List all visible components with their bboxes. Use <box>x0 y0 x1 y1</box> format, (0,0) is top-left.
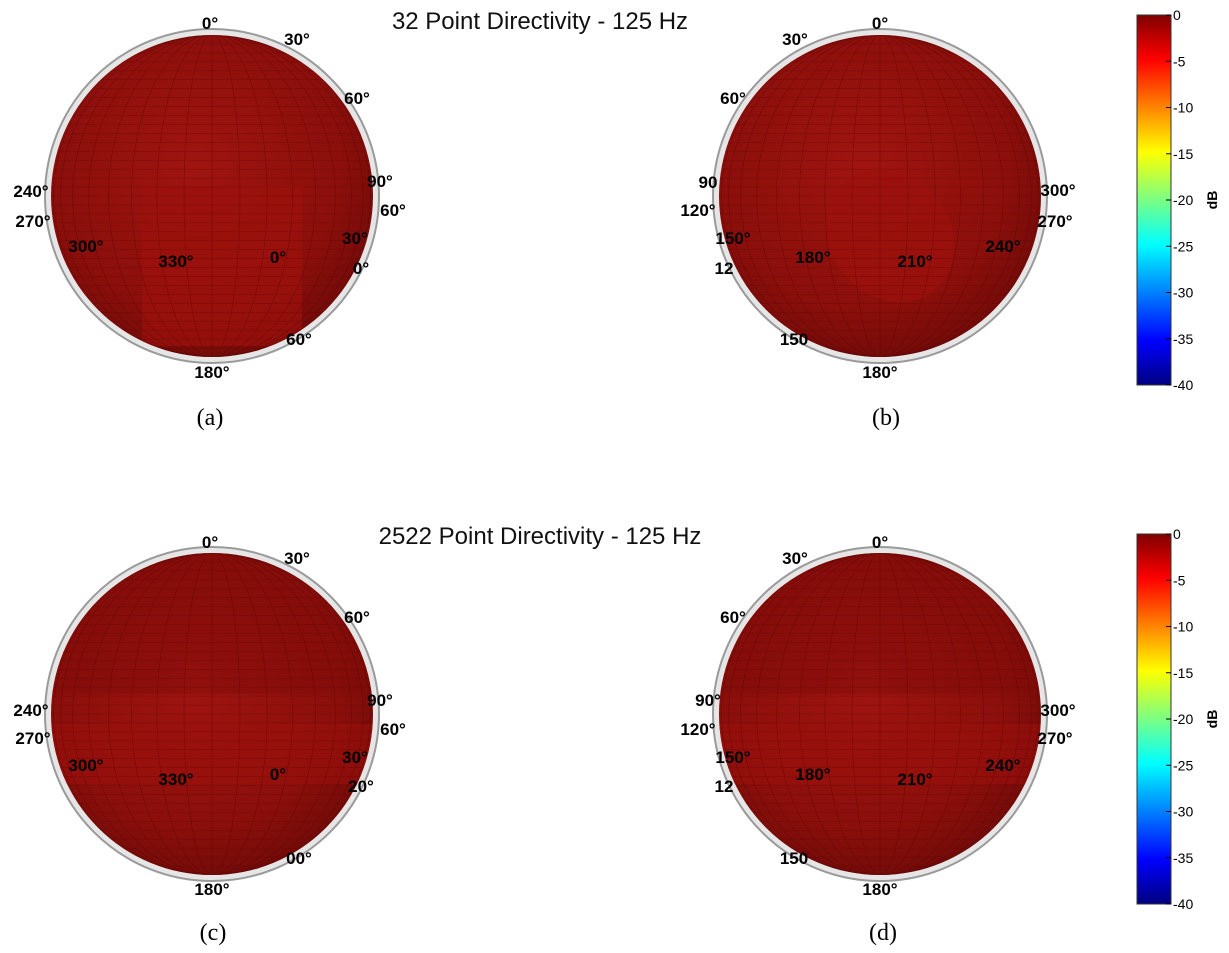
panel-d-angle-label: 270° <box>1037 729 1072 748</box>
panel-a-angle-label: 0° <box>270 248 286 267</box>
panel-d-angle-label: 90° <box>695 691 721 710</box>
panel-d-angle-label: 0° <box>872 533 888 552</box>
panel-c-angle-label: 30° <box>342 748 368 767</box>
colorbar-bottom: 0 -5 -10 -15 -20 -25 -30 -35 -40 dB <box>1136 526 1220 912</box>
panel-c-angle-label: 240° <box>13 701 48 720</box>
panel-d-angle-label: 30° <box>782 549 808 568</box>
colorbar-top-tick-label: -25 <box>1173 238 1193 254</box>
panel-d-angle-label: 180° <box>862 880 897 899</box>
panel-a-angle-label: 180° <box>194 363 229 382</box>
colorbar-top: 0 -5 -10 -15 -20 -25 -30 -35 -40 dB <box>1136 7 1220 393</box>
panel-c-angle-label: 0° <box>202 533 218 552</box>
panel-c-angle-label: 20° <box>348 777 374 796</box>
panel-a-angle-label: 30° <box>284 30 310 49</box>
panel-b-angle-label: 12 <box>715 259 734 278</box>
panel-a-angle-label: 0° <box>202 14 218 33</box>
caption-b: (b) <box>872 405 900 431</box>
colorbar-bottom-label: dB <box>1204 710 1220 729</box>
caption-d: (d) <box>869 920 897 946</box>
panel-b-angle-label: 90 <box>699 173 718 192</box>
colorbar-top-tick-label: -30 <box>1173 285 1193 301</box>
panel-a: 0° 30° 60° 240° 270° 300° 330° 0° 180° 90° 60° 30° 0… <box>13 14 406 382</box>
panel-a-angle-label: 270° <box>15 212 50 231</box>
panel-b: 0° 30° 60° 90 120°150° 12 180° 210° 240° 300° 270°… <box>680 14 1075 382</box>
panel-c-angle-label: 90° <box>367 691 393 710</box>
panel-b-angle-label: 60° <box>720 89 746 108</box>
panel-a-angle-label: 30° <box>342 229 368 248</box>
panel-b-angle-label: 150 <box>780 330 808 349</box>
panel-d-angle-label: 210° <box>897 770 932 789</box>
colorbar-top-tick-label: -15 <box>1173 146 1193 162</box>
panel-b-angle-label: 30° <box>782 30 808 49</box>
panel-b-angle-label: 180° <box>795 248 830 267</box>
colorbar-top-tick-label: -20 <box>1173 192 1193 208</box>
title-bottom: 2522 Point Directivity - 125 Hz <box>379 523 702 550</box>
panel-c-angle-label: 330° <box>158 770 193 789</box>
colorbar-bottom-tick-label: -25 <box>1173 757 1193 773</box>
panel-b-angle-label: 150° <box>715 229 750 248</box>
colorbar-top-tick-label: -10 <box>1173 100 1193 116</box>
panel-a-angle-label: 300° <box>68 237 103 256</box>
panel-b-angle-label: 300° <box>1040 181 1075 200</box>
colorbar-top-tick-label: -5 <box>1173 53 1186 69</box>
panel-b-angle-label: 210° <box>897 252 932 271</box>
panel-d-angle-label: 12 <box>715 777 734 796</box>
panel-a-angle-label: 60° <box>286 330 312 349</box>
panel-d-angle-label: 180° <box>795 765 830 784</box>
panel-d-angle-label: 150 <box>780 849 808 868</box>
colorbar-bottom-tick-label: -15 <box>1173 665 1193 681</box>
panel-b-angle-label: 270° <box>1037 212 1072 231</box>
colorbar-bottom-tick-label: -30 <box>1173 804 1193 820</box>
panel-b-angle-label: 120° <box>680 201 715 220</box>
caption-a: (a) <box>197 405 224 431</box>
panel-a-angle-label: 0° <box>353 259 369 278</box>
colorbar-top-tick-label: -40 <box>1173 377 1193 393</box>
panel-c-angle-label: 00° <box>286 849 312 868</box>
panel-c: 0° 30° 60° 240° 270° 300° 330° 0° 180° 90° 60° 30° 2… <box>13 533 406 899</box>
panel-a-angle-label: 60° <box>344 89 370 108</box>
colorbar-bottom-tick-label: -20 <box>1173 711 1193 727</box>
panel-c-angle-label: 30° <box>284 549 310 568</box>
panel-d-angle-label: 120° <box>680 720 715 739</box>
panel-d: 0° 30° 60° 90° 120°150° 12 180° 210° 240° 300° 270… <box>680 533 1075 899</box>
colorbar-bottom-tick-label: -35 <box>1173 850 1193 866</box>
colorbar-top-tick-label: -35 <box>1173 331 1193 347</box>
panel-b-angle-label: 0° <box>872 14 888 33</box>
panel-c-angle-label: 300° <box>68 756 103 775</box>
panel-d-angle-label: 150° <box>715 748 750 767</box>
panel-b-angle-label: 180° <box>862 363 897 382</box>
panel-c-angle-label: 60° <box>380 720 406 739</box>
panel-a-angle-label: 90° <box>367 172 393 191</box>
panel-a-angle-label: 240° <box>13 182 48 201</box>
caption-c: (c) <box>200 920 227 946</box>
panel-d-angle-label: 240° <box>985 756 1020 775</box>
colorbar-bottom-tick-label: -40 <box>1173 896 1193 912</box>
colorbar-bottom-gradient <box>1136 533 1172 905</box>
panel-c-angle-label: 270° <box>15 729 50 748</box>
colorbar-bottom-tick-label: -10 <box>1173 619 1193 635</box>
panel-b-angle-label: 240° <box>985 237 1020 256</box>
colorbar-top-tick-label: 0 <box>1173 7 1181 23</box>
panel-c-angle-label: 180° <box>194 880 229 899</box>
panel-c-angle-label: 60° <box>344 608 370 627</box>
colorbar-bottom-tick-label: 0 <box>1173 526 1181 542</box>
panel-d-angle-label: 60° <box>720 608 746 627</box>
panel-a-angle-label: 60° <box>380 201 406 220</box>
colorbar-top-gradient <box>1136 14 1172 386</box>
panel-d-angle-label: 300° <box>1040 701 1075 720</box>
panel-c-angle-label: 0° <box>270 765 286 784</box>
colorbar-top-label: dB <box>1204 191 1220 210</box>
colorbar-bottom-tick-label: -5 <box>1173 572 1186 588</box>
panel-a-angle-label: 330° <box>158 252 193 271</box>
title-top: 32 Point Directivity - 125 Hz <box>392 8 688 35</box>
